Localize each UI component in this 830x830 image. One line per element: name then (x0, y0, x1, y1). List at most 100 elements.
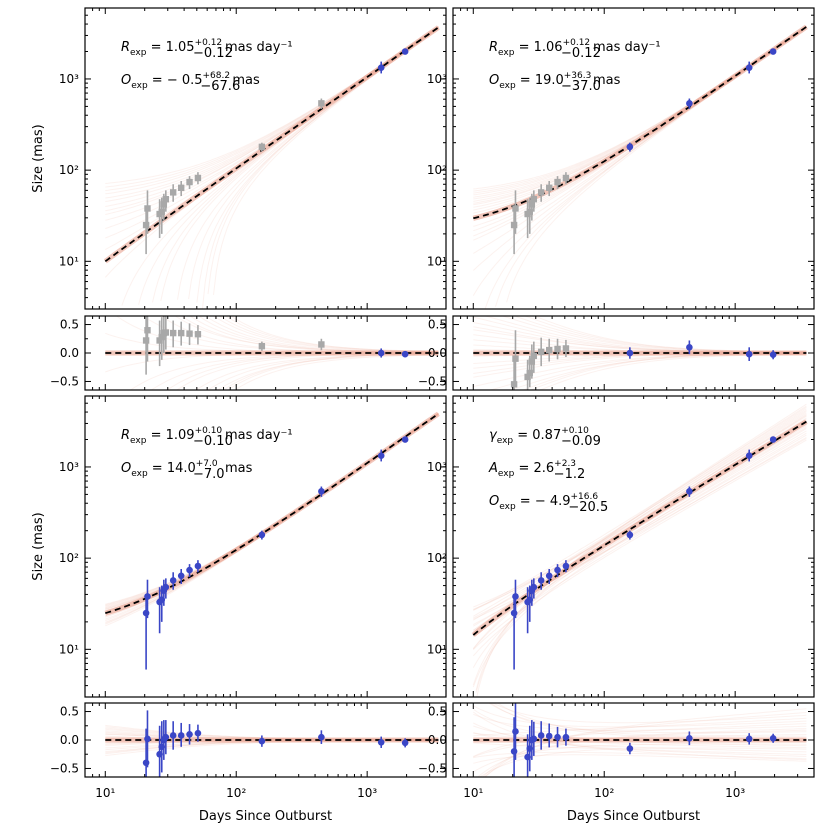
fit-annotation-lower: −0.09 (561, 434, 601, 449)
residual-points (142, 710, 409, 777)
residual-sample (491, 703, 807, 724)
posterior-sample (495, 26, 807, 307)
data-point (160, 201, 168, 208)
residual-points (510, 703, 777, 777)
data-point (545, 572, 553, 580)
resid-y-tick-label: −0.5 (418, 761, 447, 775)
data-point (318, 488, 325, 495)
data-point (186, 178, 193, 186)
residual-point (178, 329, 185, 337)
main-axes-frame (84, 7, 447, 310)
posterior-sample (473, 412, 807, 621)
data-point (686, 488, 693, 495)
residual-point (162, 733, 170, 741)
residual-sample (224, 316, 439, 352)
resid-y-tick-label: 0.0 (60, 346, 79, 360)
fit-annotation: Aexp = 2.6+2.3 (488, 459, 576, 479)
data-point (626, 531, 634, 539)
data-point (142, 221, 150, 229)
residual-point (144, 327, 151, 334)
resid-y-tick-label: −0.5 (50, 761, 79, 775)
best-fit-line (473, 26, 807, 220)
fit-annotation-unit: mas day⁻¹ (225, 40, 293, 55)
residual-sample (233, 354, 439, 390)
fit-annotation-unit: mas (232, 73, 260, 88)
resid-y-tick-label: −0.5 (50, 374, 79, 388)
posterior-sample (105, 413, 439, 615)
best-fit-line (104, 26, 439, 263)
fit-annotation: γexp = 0.87+0.10 (489, 426, 589, 446)
posterior-envelope (472, 24, 808, 309)
residual-sample (207, 353, 439, 390)
data-point (562, 174, 570, 182)
residual-point (377, 738, 385, 746)
residual-point (769, 351, 777, 359)
posterior-sample (506, 27, 807, 303)
posterior-sample (105, 413, 439, 611)
y-tick-label: 10¹ (427, 642, 447, 656)
posterior-envelope (471, 403, 808, 697)
residual-point (169, 732, 177, 739)
posterior-sample (472, 408, 807, 633)
residual-sample (487, 703, 807, 734)
residual-point (142, 759, 150, 767)
fit-annotation-unit: mas (593, 73, 621, 88)
x-tick-label: 10³ (357, 786, 377, 800)
resid-y-tick-label: 0.0 (60, 733, 79, 747)
data-point (144, 593, 151, 600)
residual-points (142, 316, 409, 375)
residual-point (142, 337, 150, 344)
residual-point (745, 350, 753, 358)
posterior-sample (105, 413, 439, 616)
residual-point (156, 337, 163, 344)
data-point (554, 566, 561, 574)
data-points (510, 436, 777, 670)
posterior-sample (105, 26, 439, 229)
posterior-sample (105, 413, 439, 617)
fit-annotation-lower: −0.10 (193, 434, 233, 449)
y-axis-label: Size (mas) (31, 512, 46, 580)
x-tick-label: 10² (226, 786, 246, 800)
residual-sample (473, 751, 807, 760)
data-point (258, 531, 266, 539)
residual-point (512, 728, 519, 735)
posterior-sample (105, 413, 439, 618)
x-tick-label: 10¹ (95, 786, 115, 800)
residual-point (169, 329, 177, 337)
residual-point (318, 733, 325, 741)
residual-sample (538, 353, 807, 390)
posterior-sample (475, 413, 807, 693)
main-axes-frame (84, 395, 447, 698)
fit-annotation: Oexp = 19.0+36.3 (489, 71, 591, 91)
residual-point (258, 342, 266, 350)
residual-sample (115, 316, 439, 355)
posterior-core (472, 24, 808, 221)
posterior-sample (138, 27, 439, 305)
residual-point (186, 731, 193, 738)
residual-envelope (105, 724, 439, 756)
data-point (169, 189, 177, 196)
residual-sample (473, 705, 807, 728)
resid-y-tick-label: 0.5 (60, 318, 79, 332)
residual-sample (194, 353, 439, 390)
resid-y-tick-label: −0.5 (418, 374, 447, 388)
posterior-sample (121, 27, 439, 306)
posterior-sample (105, 413, 439, 612)
x-axis-label: Days Since Outburst (567, 809, 700, 824)
posterior-sample (473, 409, 807, 617)
fit-annotation-lower: −20.5 (568, 500, 608, 515)
y-tick-label: 10³ (59, 460, 79, 474)
residual-point (530, 352, 538, 360)
residual-point (318, 341, 325, 348)
data-point (512, 593, 519, 600)
data-point (510, 609, 518, 617)
data-point (745, 452, 753, 459)
panel-top-right: 10¹ 10² 10³ 0.5 0.0 −0.5 Rexp = 1.06+0.12−0.12… (418, 7, 815, 391)
residual-sample (473, 713, 807, 731)
residual-points (510, 330, 777, 390)
y-tick-label: 10² (427, 163, 447, 177)
y-tick-label: 10² (59, 551, 79, 565)
residual-point (186, 330, 193, 337)
posterior-envelope (103, 25, 440, 309)
